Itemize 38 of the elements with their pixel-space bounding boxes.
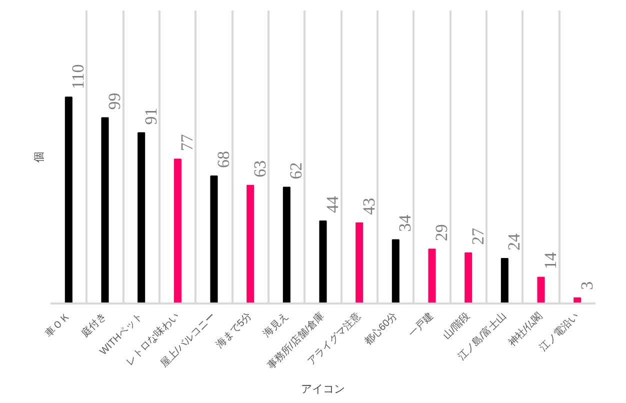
data-label: 27 [468,227,488,245]
data-label: 62 [286,162,306,180]
x-tick-label: 海まで5分 [214,310,254,351]
data-label: 99 [105,92,124,110]
bar [282,186,290,304]
bar [246,184,254,304]
data-label: 24 [504,232,524,250]
x-tick-label: 海見え [260,310,291,340]
bar [356,222,364,304]
bar [500,258,508,304]
data-label: 3 [577,281,596,290]
x-axis-title: アイコン [301,384,345,396]
bar [464,252,472,304]
x-tick-label: 一戸建 [406,310,436,340]
x-tick-label: 山/階段 [440,310,472,342]
bar [138,132,146,304]
data-label: 91 [141,108,160,125]
x-tick-label: 車ＯＫ [42,310,73,340]
y-axis-title: 個 [34,152,46,162]
data-label: 34 [396,214,415,232]
bar [64,96,72,304]
data-label: 44 [323,195,342,213]
bar [210,175,218,304]
data-label: 14 [541,252,560,270]
data-label: 29 [432,224,451,242]
bar [392,239,400,304]
data-label: 68 [214,150,233,168]
data-label: 110 [68,64,88,90]
x-tick-label: 庭付き [79,310,109,340]
data-label: 43 [359,198,378,215]
bar [101,117,109,304]
bar [319,220,327,304]
bar [174,158,182,304]
bar [428,248,436,304]
data-label: 77 [178,134,197,152]
x-tick-label: 都心60分 [362,310,400,348]
data-label: 63 [250,160,270,178]
bar [537,276,545,304]
